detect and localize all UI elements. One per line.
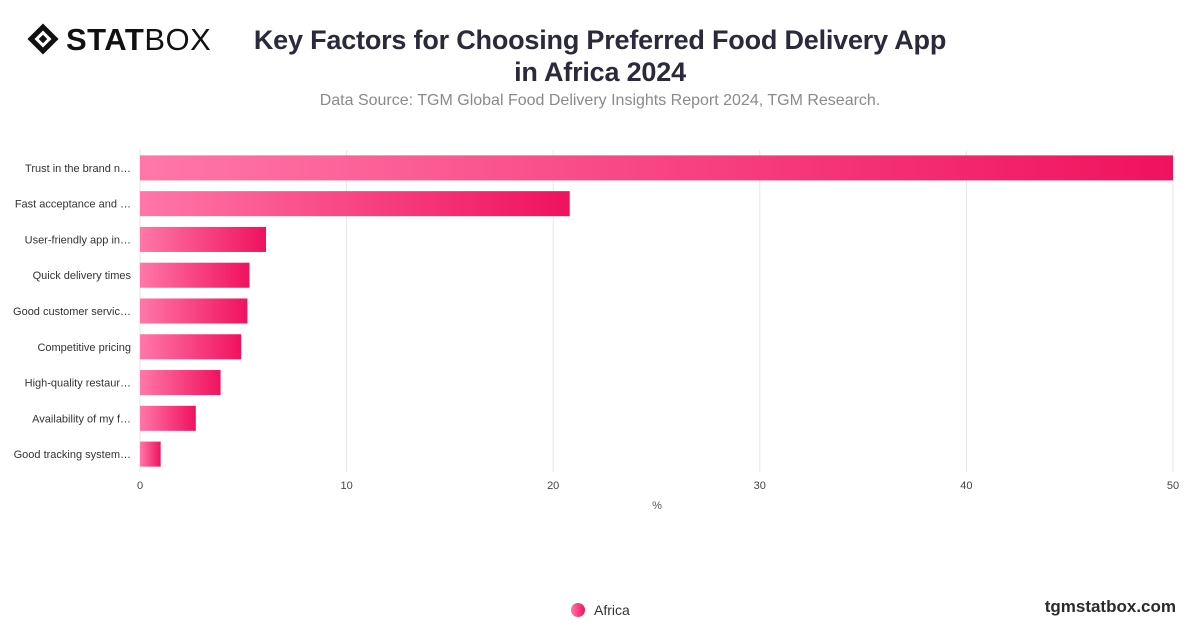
chart-title-line-2: in Africa 2024 <box>514 57 686 87</box>
x-tick-label: 40 <box>960 480 972 492</box>
x-tick-label: 10 <box>340 480 352 492</box>
logo-wordmark: STATBOX <box>66 24 211 55</box>
bar[interactable] <box>140 298 248 324</box>
chart-title: Key Factors for Choosing Preferred Food … <box>250 24 950 88</box>
legend-label-africa: Africa <box>594 602 630 618</box>
x-tick-labels: 0 10 20 30 40 50 <box>137 480 1179 492</box>
chart-title-line-1: Key Factors for Choosing Preferred Food … <box>253 25 947 55</box>
logo-bold-text: STAT <box>66 21 145 57</box>
category-label: Availability of my f… <box>32 413 131 425</box>
legend[interactable]: Africa <box>571 602 630 618</box>
x-tick-label: 0 <box>137 480 143 492</box>
logo-light-text: BOX <box>144 21 212 57</box>
site-url: tgmstatbox.com <box>1044 597 1176 616</box>
bars <box>140 155 1173 467</box>
category-label: Good tracking system… <box>14 449 131 461</box>
bar[interactable] <box>140 334 242 360</box>
category-label: Competitive pricing <box>37 342 131 354</box>
category-label: User-friendly app in… <box>25 234 131 246</box>
bar[interactable] <box>140 155 1173 181</box>
grid-lines <box>139 150 1174 472</box>
bar[interactable] <box>140 262 250 288</box>
category-label: Quick delivery times <box>33 270 132 282</box>
chart-subtitle: Data Source: TGM Global Food Delivery In… <box>319 92 881 109</box>
x-tick-label: 30 <box>754 480 766 492</box>
diamond-logo-icon <box>27 23 59 55</box>
bar[interactable] <box>140 370 221 396</box>
legend-marker-icon <box>571 603 585 617</box>
category-labels: Trust in the brand n… Fast acceptance and… <box>13 163 131 461</box>
category-label: Trust in the brand n… <box>25 163 131 175</box>
x-tick-label: 50 <box>1167 480 1179 492</box>
statbox-logo: STATBOX <box>26 22 211 56</box>
bar[interactable] <box>140 405 196 431</box>
bar[interactable] <box>140 191 570 217</box>
category-label: Good customer servic… <box>13 306 131 318</box>
x-tick-label: 20 <box>547 480 559 492</box>
x-axis-label: % <box>652 500 662 512</box>
bar[interactable] <box>140 226 267 252</box>
category-label: High-quality restaur… <box>25 378 131 390</box>
bar[interactable] <box>140 441 161 467</box>
category-label: Fast acceptance and … <box>15 199 131 211</box>
